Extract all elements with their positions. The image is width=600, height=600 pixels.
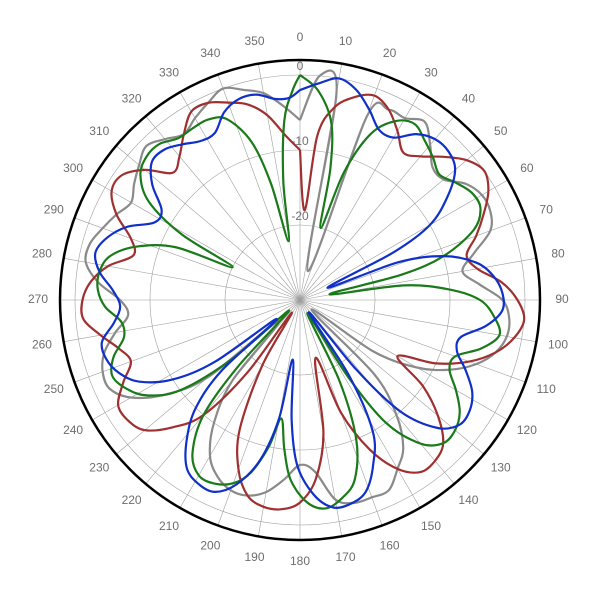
angle-label: 130 xyxy=(491,461,511,475)
angle-label: 270 xyxy=(28,292,48,306)
angle-label: 340 xyxy=(200,46,220,60)
angle-label: 70 xyxy=(540,203,554,217)
angle-label: 150 xyxy=(421,519,441,533)
angle-label: 220 xyxy=(122,493,142,507)
radial-label: -20 xyxy=(291,209,309,223)
angle-label: 320 xyxy=(122,91,142,105)
angle-label: 0 xyxy=(297,30,304,44)
angle-label: 330 xyxy=(159,65,179,79)
radial-label: 0 xyxy=(297,59,304,73)
angle-label: 60 xyxy=(520,161,534,175)
angle-label: 120 xyxy=(517,423,537,437)
angle-label: 280 xyxy=(32,247,52,261)
angle-label: 200 xyxy=(200,538,220,552)
angle-label: 350 xyxy=(244,34,264,48)
angle-label: 240 xyxy=(63,423,83,437)
angle-label: 250 xyxy=(44,382,64,396)
angle-label: 10 xyxy=(339,34,353,48)
angle-label: 210 xyxy=(159,519,179,533)
angle-label: 170 xyxy=(335,550,355,564)
polar-chart: 0 -10 -20 0 10 20 30 40 50 60 70 80 90 100 110 120 130 14… xyxy=(0,0,600,600)
angle-label: 190 xyxy=(244,550,264,564)
angle-label: 260 xyxy=(32,338,52,352)
angle-label: 310 xyxy=(89,124,109,138)
angle-label: 300 xyxy=(63,161,83,175)
radial-label: -10 xyxy=(291,134,309,148)
angle-label: 80 xyxy=(551,247,565,261)
angle-label: 290 xyxy=(44,203,64,217)
angle-label: 110 xyxy=(537,382,556,396)
angle-label: 230 xyxy=(89,461,109,475)
angle-label: 180 xyxy=(290,554,310,568)
angle-label: 20 xyxy=(383,46,397,60)
angle-label: 90 xyxy=(555,292,569,306)
angle-label: 50 xyxy=(494,124,508,138)
angle-label: 160 xyxy=(380,538,400,552)
angle-label: 140 xyxy=(458,493,478,507)
angle-label: 40 xyxy=(462,91,476,105)
angle-label: 100 xyxy=(548,338,568,352)
angle-label: 30 xyxy=(424,65,438,79)
